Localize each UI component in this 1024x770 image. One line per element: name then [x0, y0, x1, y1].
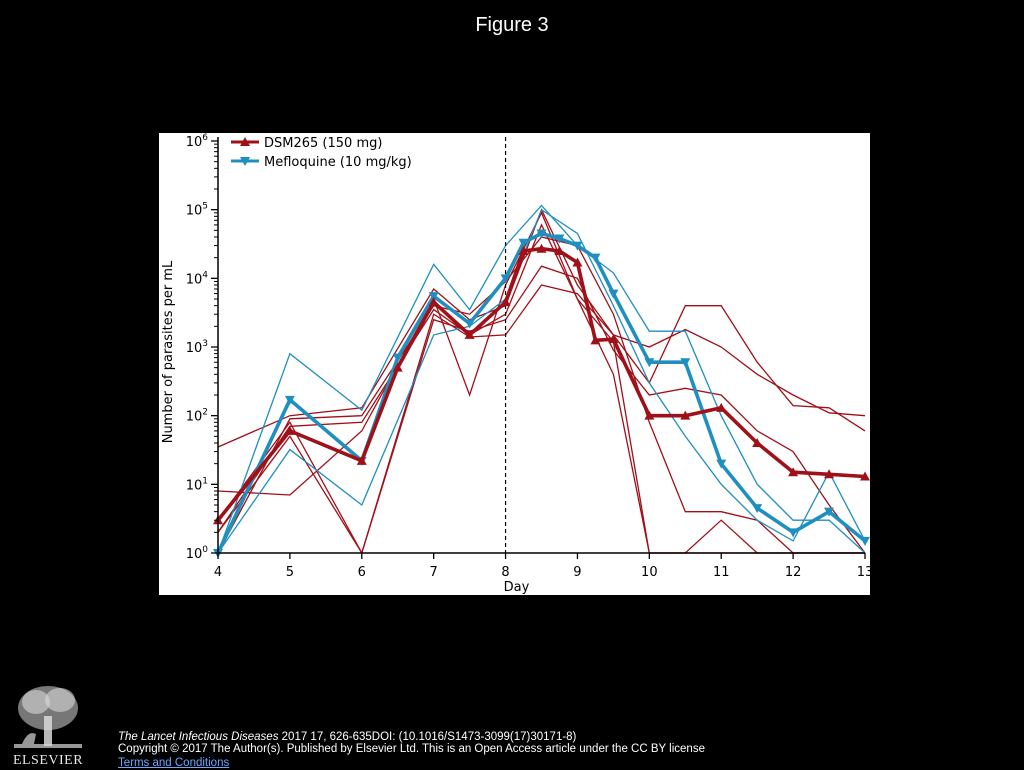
median-point-1-1	[284, 395, 295, 405]
median-point-0-11	[590, 335, 601, 345]
x-axis-title: Day	[504, 580, 530, 595]
individual-line-9	[217, 208, 866, 554]
median-point-1-17	[788, 528, 799, 538]
median-point-1-4	[428, 292, 439, 302]
median-point-0-15	[716, 402, 727, 412]
citation-journal: The Lancet Infectious Diseases	[118, 731, 279, 743]
x-tick-label: 6	[358, 565, 366, 580]
median-point-0-18	[824, 469, 835, 479]
y-tick-label: 103	[186, 339, 208, 356]
median-point-1-13	[644, 358, 655, 368]
median-point-0-14	[680, 410, 691, 420]
x-tick-label: 12	[785, 565, 802, 580]
median-point-1-19	[860, 536, 870, 546]
median-point-0-19	[860, 471, 870, 481]
median-point-1-10	[572, 241, 583, 251]
median-point-1-16	[752, 504, 763, 514]
median-point-0-13	[644, 410, 655, 420]
x-tick-label: 9	[573, 565, 581, 580]
y-axis-title: Number of parasites per mL	[161, 260, 176, 443]
median-point-1-3	[392, 353, 403, 363]
median-point-0-5	[464, 329, 475, 339]
legend: DSM265 (150 mg) Mefloquine (10 mg/kg)	[231, 136, 412, 170]
median-point-1-14	[680, 358, 691, 368]
median-point-1-5	[464, 319, 475, 329]
terms-link[interactable]: Terms and Conditions	[118, 757, 230, 769]
chart-panel: 100 101 102 103 104 105 106 4 5 6 7 8 9 10 11 12 13 Day Nu…	[159, 133, 870, 595]
median-point-1-8	[536, 229, 547, 239]
axes: 100 101 102 103 104 105 106 4 5 6 7 8 9 10 11 12 13 Day Nu…	[161, 133, 870, 595]
individual-line-2	[217, 211, 865, 554]
x-tick-label: 8	[501, 565, 509, 580]
y-tick-label: 106	[186, 133, 209, 150]
median-point-0-2	[356, 455, 367, 465]
individual-line-7	[217, 223, 865, 554]
y-tick-label: 102	[186, 408, 208, 425]
median-point-0-6	[500, 297, 511, 307]
median-point-0-4	[428, 297, 439, 307]
y-tick-label: 101	[186, 476, 208, 493]
chart: 100 101 102 103 104 105 106 4 5 6 7 8 9 10 11 12 13 Day Nu…	[161, 133, 870, 595]
x-tick-label: 4	[214, 565, 222, 580]
y-tick-label: 100	[186, 545, 209, 562]
x-tick-label: 10	[641, 565, 658, 580]
legend-label-0: DSM265 (150 mg)	[264, 136, 382, 151]
series-lines	[213, 137, 870, 558]
median-point-0-1	[284, 425, 295, 435]
median-line-0	[216, 246, 866, 522]
median-point-1-12	[608, 289, 619, 299]
median-point-1-15	[716, 459, 727, 469]
median-point-1-6	[500, 274, 511, 284]
y-tick-label: 104	[186, 270, 209, 287]
svg-text:ELSEVIER: ELSEVIER	[13, 753, 83, 768]
copyright-notice: Copyright © 2017 The Author(s). Publishe…	[118, 742, 718, 770]
median-point-0-10	[572, 257, 583, 267]
citation: The Lancet Infectious Diseases 2017 17, …	[118, 731, 576, 743]
median-point-1-11	[590, 253, 601, 263]
x-tick-label: 7	[430, 565, 438, 580]
median-point-1-9	[554, 234, 565, 244]
x-tick-label: 5	[286, 565, 294, 580]
elsevier-logo: ELSEVIER	[13, 686, 83, 768]
median-point-1-18	[824, 507, 835, 517]
median-point-1-7	[518, 238, 529, 248]
legend-label-1: Mefloquine (10 mg/kg)	[264, 155, 412, 170]
x-tick-label: 11	[713, 565, 730, 580]
median-point-0-16	[752, 437, 763, 447]
legend-marker-0	[240, 137, 250, 146]
median-point-0-7	[518, 246, 529, 256]
median-point-0-8	[536, 243, 547, 253]
median-point-0-3	[392, 362, 403, 372]
copyright-text: Copyright © 2017 The Author(s). Publishe…	[118, 743, 705, 755]
individual-line-5	[217, 265, 866, 555]
legend-marker-1	[240, 157, 250, 166]
citation-details: 2017 17, 626-635DOI: (10.1016/S1473-3099…	[278, 731, 577, 743]
median-point-0-17	[788, 467, 799, 477]
slide-title: Figure 3	[475, 14, 549, 36]
median-point-0-12	[608, 334, 619, 344]
individual-line-8	[217, 204, 866, 554]
x-tick-label: 13	[857, 565, 870, 580]
median-point-0-9	[554, 246, 565, 256]
median-line-1	[216, 231, 867, 554]
y-tick-label: 105	[186, 202, 208, 219]
